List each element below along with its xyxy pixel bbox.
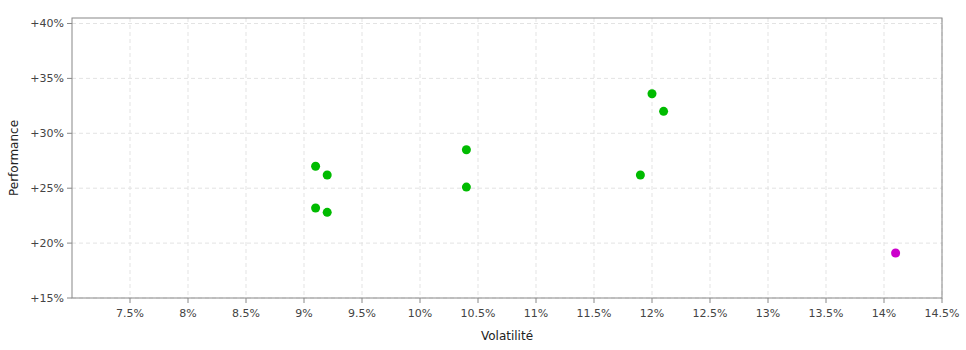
tick-label-y: +30% — [30, 127, 64, 140]
tick-label-x: 12.5% — [693, 307, 728, 320]
grid-line-x — [420, 18, 421, 298]
tick-label-x: 10.5% — [461, 307, 496, 320]
tick-x — [710, 298, 711, 303]
tick-x — [768, 298, 769, 303]
tick-x — [826, 298, 827, 303]
plot-background — [72, 18, 942, 298]
grid-line-y — [72, 188, 942, 189]
grid — [72, 18, 942, 298]
point — [891, 248, 900, 257]
tick-x — [594, 298, 595, 303]
point — [323, 171, 332, 180]
grid-line-x — [826, 18, 827, 298]
tick-label-x: 9.5% — [348, 307, 376, 320]
tick-label-y: +35% — [30, 72, 64, 85]
tick-label-x: 14.5% — [925, 307, 960, 320]
grid-line-x — [362, 18, 363, 298]
tick-x — [884, 298, 885, 303]
grid-line-x — [130, 18, 131, 298]
tick-x — [246, 298, 247, 303]
point — [311, 162, 320, 171]
marks — [311, 89, 900, 257]
tick-x — [942, 298, 943, 303]
tick-label-y: +15% — [30, 292, 64, 305]
point — [323, 208, 332, 217]
grid-line-x — [884, 18, 885, 298]
tick-y — [67, 298, 72, 299]
chart-container: 7.5% 8% 8.5% 9% 9.5% 10% 10.5% 11% 11.5% 12% 12.5%… — [0, 0, 966, 350]
tick-label-x: 7.5% — [116, 307, 144, 320]
grid-line-y — [72, 23, 942, 24]
point — [462, 145, 471, 154]
tick-y — [67, 23, 72, 24]
point — [311, 203, 320, 212]
grid-line-x — [188, 18, 189, 298]
tick-label-x: 14% — [872, 307, 896, 320]
axes: 7.5% 8% 8.5% 9% 9.5% 10% 10.5% 11% 11.5% 12% 12.5%… — [30, 17, 959, 320]
tick-x — [478, 298, 479, 303]
tick-label-x: 13.5% — [809, 307, 844, 320]
grid-line-x — [594, 18, 595, 298]
tick-y — [67, 133, 72, 134]
grid-line-x — [768, 18, 769, 298]
tick-label-x: 13% — [756, 307, 780, 320]
y-axis-label: Performance — [7, 120, 21, 196]
grid-line-x — [652, 18, 653, 298]
grid-line-y — [72, 78, 942, 79]
grid-line-x — [304, 18, 305, 298]
grid-line-y — [72, 133, 942, 134]
point — [648, 89, 657, 98]
point — [462, 183, 471, 192]
grid-line-x — [246, 18, 247, 298]
tick-y — [67, 78, 72, 79]
grid-line-x — [710, 18, 711, 298]
tick-label-x: 8.5% — [232, 307, 260, 320]
tick-label-x: 12% — [640, 307, 664, 320]
tick-y — [67, 188, 72, 189]
grid-line-x — [536, 18, 537, 298]
tick-label-x: 8% — [179, 307, 196, 320]
tick-label-y: +25% — [30, 182, 64, 195]
tick-label-y: +40% — [30, 17, 64, 30]
x-axis-label: Volatilité — [481, 329, 533, 343]
grid-line-y — [72, 243, 942, 244]
point — [659, 107, 668, 116]
point — [636, 171, 645, 180]
tick-label-x: 11.5% — [577, 307, 612, 320]
tick-label-x: 10% — [408, 307, 432, 320]
tick-x — [536, 298, 537, 303]
tick-x — [304, 298, 305, 303]
plot-frame — [72, 18, 942, 298]
tick-x — [130, 298, 131, 303]
tick-x — [362, 298, 363, 303]
tick-label-x: 11% — [524, 307, 548, 320]
tick-x — [420, 298, 421, 303]
page: {"chart_data": { "type": "scatter", "xla… — [0, 0, 966, 350]
tick-label-y: +20% — [30, 237, 64, 250]
tick-label-x: 9% — [295, 307, 312, 320]
tick-y — [67, 243, 72, 244]
grid-line-x — [478, 18, 479, 298]
tick-x — [652, 298, 653, 303]
chart-svg: 7.5% 8% 8.5% 9% 9.5% 10% 10.5% 11% 11.5% 12% 12.5%… — [0, 0, 966, 350]
series — [891, 248, 900, 257]
tick-x — [188, 298, 189, 303]
series — [311, 89, 668, 217]
